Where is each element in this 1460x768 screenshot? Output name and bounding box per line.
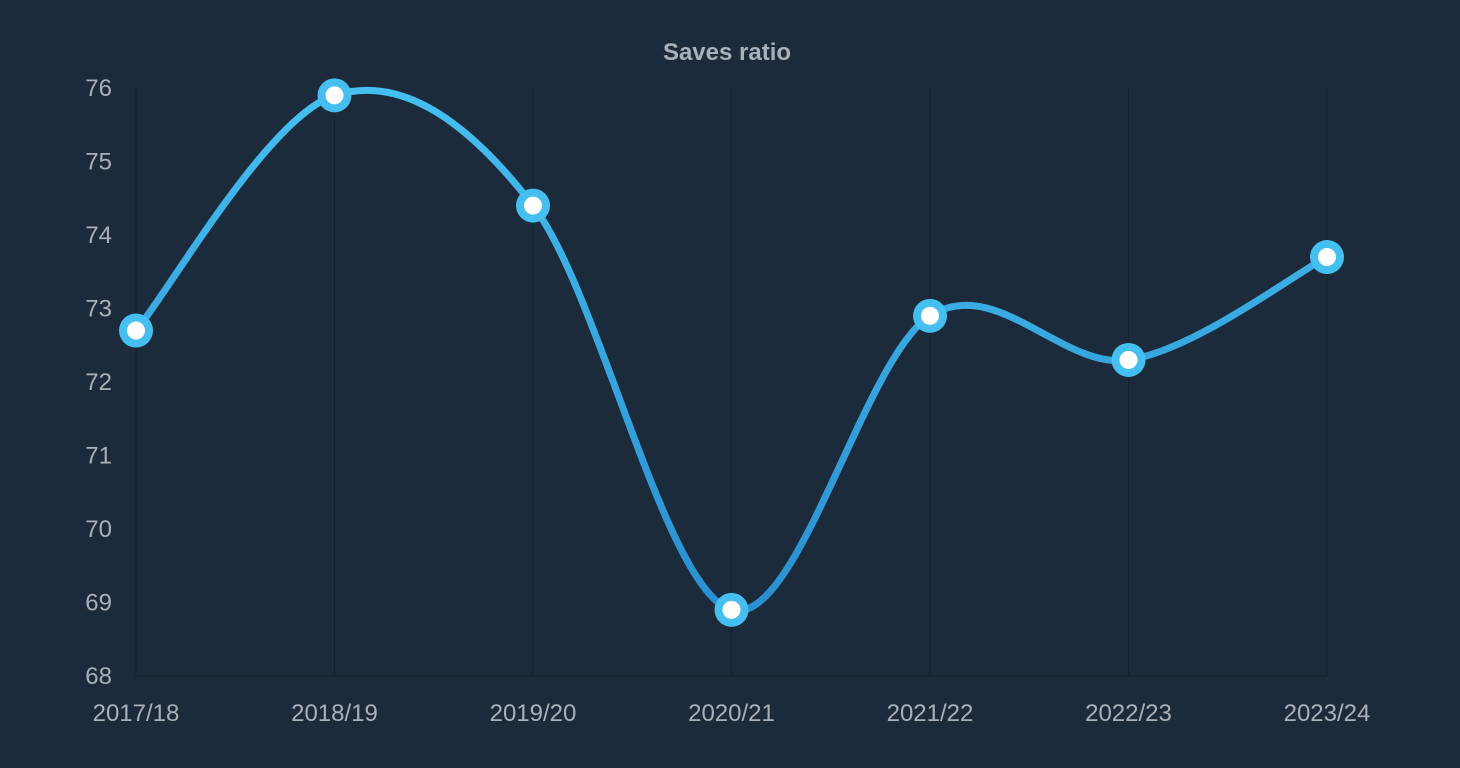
y-tick-label: 74	[85, 222, 112, 249]
data-point[interactable]	[913, 298, 947, 333]
y-tick-label: 69	[85, 590, 112, 617]
x-tick-label: 2022/23	[1085, 700, 1172, 727]
y-tick-label: 68	[85, 663, 112, 690]
data-point-center	[921, 306, 939, 325]
x-tick-label: 2019/20	[490, 700, 577, 727]
data-point[interactable]	[1111, 342, 1146, 377]
grid	[135, 88, 1328, 677]
x-axis-ticks: 2017/18 2018/19 2019/20 2020/21 2021/22 2022/…	[93, 700, 1371, 727]
y-tick-label: 73	[85, 296, 112, 323]
x-tick-label: 2018/19	[291, 700, 378, 727]
data-point-center	[1119, 350, 1138, 369]
y-tick-label: 75	[85, 149, 112, 176]
y-tick-label: 76	[85, 75, 112, 102]
y-tick-label: 71	[85, 443, 112, 470]
y-axis-ticks: 68 69 70 71 72 73 74 75 76	[85, 75, 112, 690]
chart-title: Saves ratio	[663, 39, 791, 66]
data-point[interactable]	[714, 592, 749, 627]
y-tick-label: 70	[85, 516, 112, 543]
data-point-center	[325, 86, 344, 105]
data-point[interactable]	[1310, 240, 1344, 275]
data-point-center	[127, 321, 145, 340]
data-point-center	[722, 600, 741, 619]
y-tick-label: 72	[85, 369, 112, 396]
x-tick-label: 2020/21	[688, 700, 775, 727]
data-point[interactable]	[119, 313, 153, 348]
data-point[interactable]	[317, 78, 352, 113]
x-tick-label: 2021/22	[887, 700, 974, 727]
markers	[119, 78, 1344, 627]
x-tick-label: 2023/24	[1284, 700, 1371, 727]
data-point[interactable]	[516, 188, 550, 223]
data-point-center	[524, 196, 542, 215]
x-tick-label: 2017/18	[93, 700, 180, 727]
data-point-center	[1318, 248, 1336, 267]
